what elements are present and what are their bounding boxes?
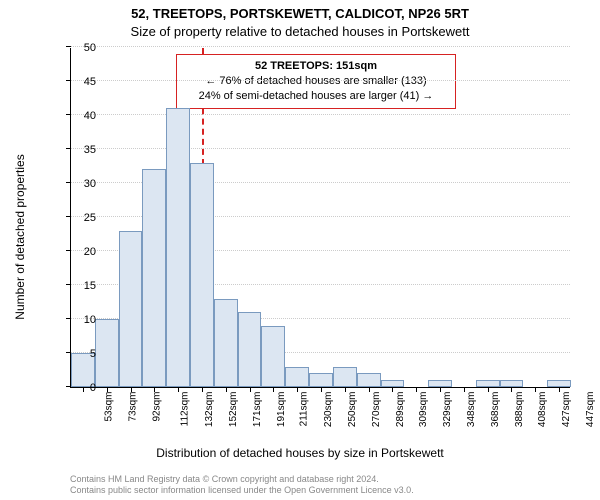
y-axis-label: Number of detached properties [13,97,27,377]
x-tick-label: 270sqm [371,392,382,428]
x-tick-label: 388sqm [514,392,525,428]
y-tick-label: 45 [70,76,96,88]
x-tick-label: 309sqm [419,392,430,428]
x-tick-mark [464,387,465,392]
x-tick-mark [440,387,441,392]
x-tick-label: 329sqm [442,392,453,428]
annotation-line2: ← 76% of detached houses are smaller (13… [183,74,449,89]
histogram-bar [261,326,285,387]
annotation-line3: 24% of semi-detached houses are larger (… [183,89,449,104]
gridline [71,80,570,81]
x-tick-label: 211sqm [299,392,310,427]
histogram-bar [142,169,166,387]
histogram-bar [238,312,262,387]
x-tick-label: 152sqm [228,392,239,428]
histogram-bar [309,373,333,387]
y-tick-label: 0 [70,382,96,394]
footer-line1: Contains HM Land Registry data © Crown c… [70,474,600,485]
x-tick-label: 250sqm [347,392,358,428]
x-tick-label: 348sqm [466,392,477,428]
histogram-bar [333,367,357,387]
x-tick-mark [392,387,393,392]
histogram-bar [547,380,571,387]
x-tick-label: 408sqm [538,392,549,428]
x-tick-label: 171sqm [252,392,263,428]
gridline [71,148,570,149]
annotation-line1: 52 TREETOPS: 151sqm [183,59,449,74]
annotation-box: 52 TREETOPS: 151sqm ← 76% of detached ho… [176,54,456,109]
histogram-bar [381,380,405,387]
x-tick-label: 132sqm [204,392,215,428]
histogram-bar [214,299,238,387]
footer-line2: Contains public sector information licen… [70,485,600,496]
x-tick-mark [416,387,417,392]
histogram-bar [190,163,214,387]
footer-attribution: Contains HM Land Registry data © Crown c… [70,474,600,497]
x-tick-label: 230sqm [323,392,334,428]
histogram-bar [500,380,524,387]
x-tick-mark [273,387,274,392]
x-tick-label: 447sqm [585,392,596,428]
histogram-bar [119,231,143,387]
histogram-bar [428,380,452,387]
x-tick-mark [369,387,370,392]
x-tick-mark [321,387,322,392]
histogram-bar [95,319,119,387]
x-tick-label: 73sqm [127,392,138,422]
x-tick-label: 427sqm [561,392,572,428]
y-tick-label: 10 [70,314,96,326]
y-tick-label: 5 [70,348,96,360]
y-tick-label: 30 [70,178,96,190]
x-tick-mark [250,387,251,392]
page-title-address: 52, TREETOPS, PORTSKEWETT, CALDICOT, NP2… [0,6,600,21]
y-tick-label: 35 [70,144,96,156]
y-tick-label: 15 [70,280,96,292]
y-tick-label: 25 [70,212,96,224]
y-tick-label: 20 [70,246,96,258]
x-tick-label: 112sqm [180,392,191,427]
x-axis-label: Distribution of detached houses by size … [0,446,600,460]
gridline [71,46,570,47]
histogram-bar [166,108,190,387]
x-tick-mark [488,387,489,392]
histogram-bar [285,367,309,387]
x-tick-mark [559,387,560,392]
x-tick-label: 191sqm [276,392,287,428]
page-subtitle: Size of property relative to detached ho… [0,24,600,39]
x-tick-label: 289sqm [395,392,406,428]
x-tick-mark [345,387,346,392]
x-tick-label: 368sqm [490,392,501,428]
x-tick-label: 92sqm [151,392,162,422]
histogram-bar [476,380,500,387]
x-tick-mark [511,387,512,392]
histogram-plot: 52 TREETOPS: 151sqm ← 76% of detached ho… [70,48,570,388]
y-tick-label: 40 [70,110,96,122]
x-tick-label: 53sqm [103,392,114,422]
x-tick-mark [202,387,203,392]
gridline [71,114,570,115]
y-tick-label: 50 [70,42,96,54]
x-tick-mark [226,387,227,392]
histogram-bar [357,373,381,387]
